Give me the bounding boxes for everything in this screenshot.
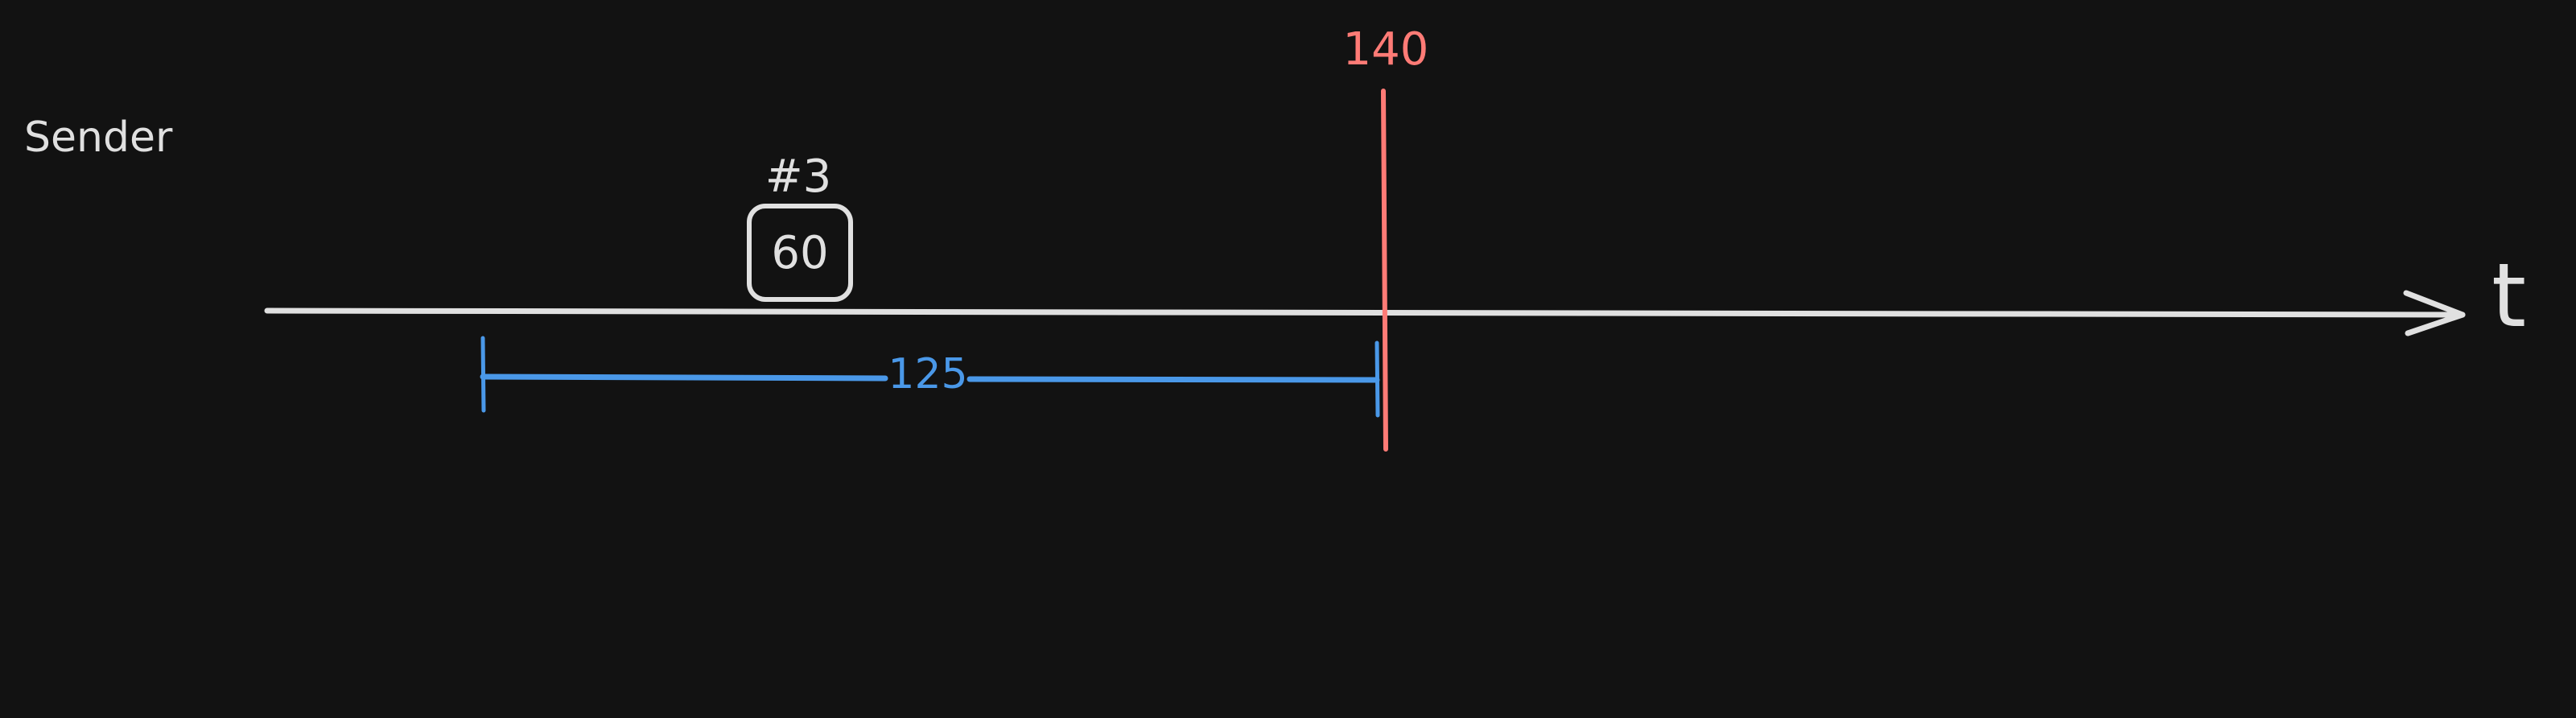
packet-box: [747, 204, 853, 302]
packet-value: 60: [771, 227, 828, 279]
interval-line-right: [967, 376, 1380, 383]
time-axis-label: t: [2492, 244, 2526, 347]
marker-line: [1381, 89, 1388, 452]
time-axis-line: [264, 307, 2466, 318]
interval-label: 125: [888, 350, 967, 398]
time-axis-arrowhead: [2403, 290, 2466, 336]
sender-label: Sender: [24, 113, 173, 162]
interval-line-left: [480, 373, 888, 382]
marker-label: 140: [1343, 23, 1429, 76]
packet-id-label: #3: [765, 151, 832, 203]
